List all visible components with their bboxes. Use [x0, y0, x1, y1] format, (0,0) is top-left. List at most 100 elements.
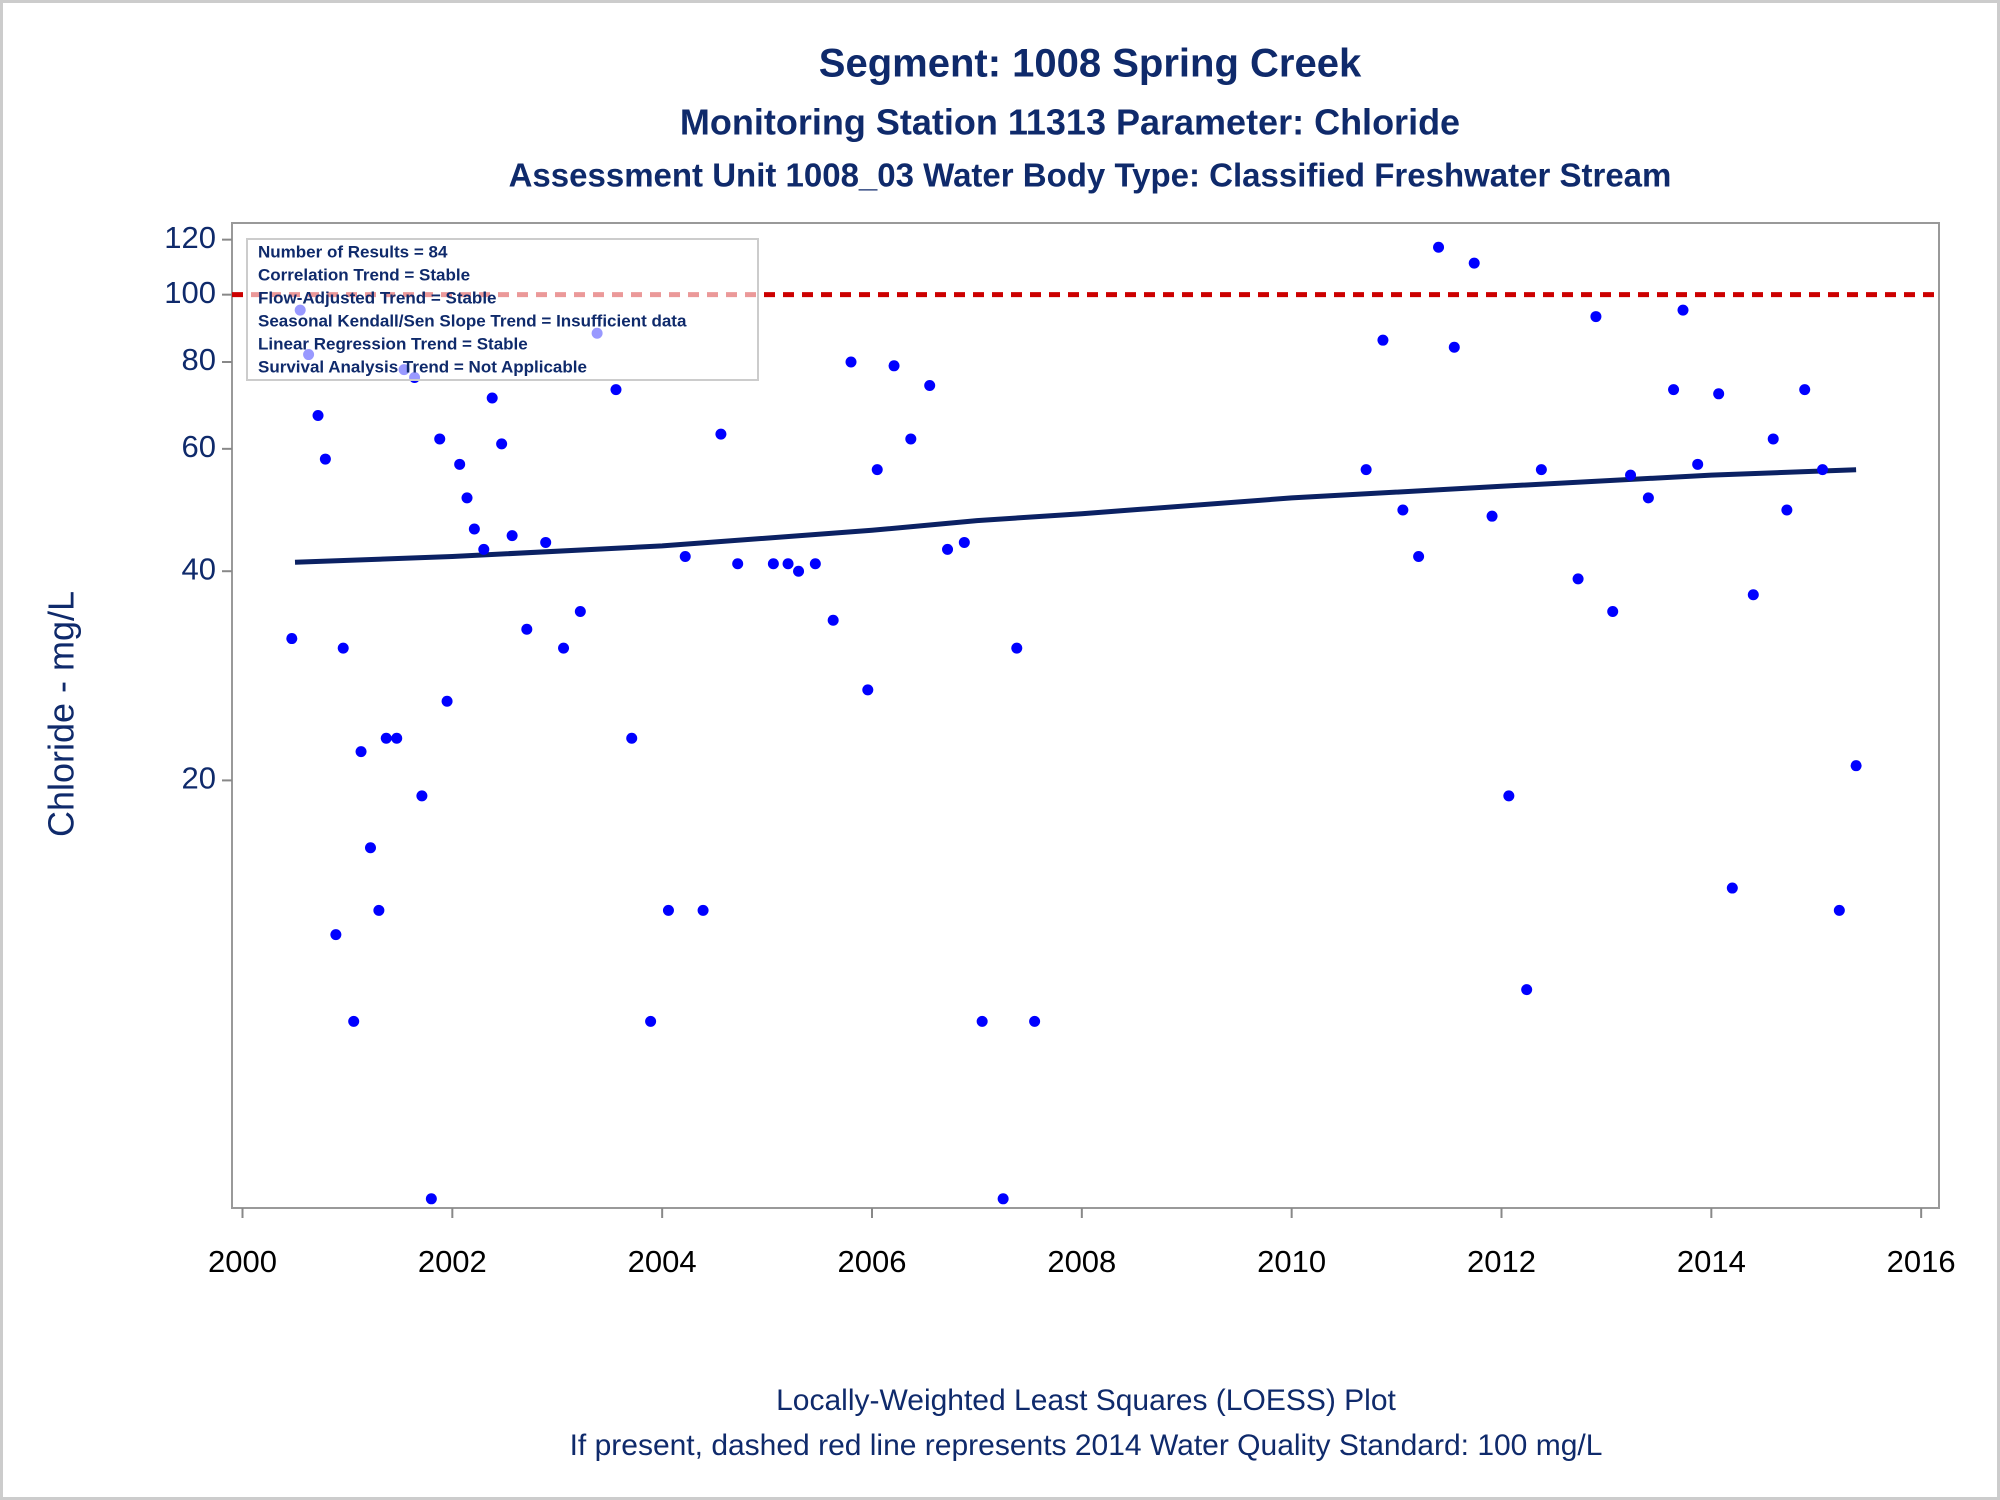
data-point	[862, 684, 874, 696]
stats-text: Seasonal Kendall/Sen Slope Trend = Insuf…	[258, 311, 687, 330]
data-point	[845, 356, 857, 368]
data-point	[540, 536, 552, 548]
data-point	[1668, 384, 1680, 396]
stats-text: Number of Results = 84	[258, 242, 448, 261]
plot-area	[231, 222, 1940, 1209]
data-point	[391, 732, 403, 744]
data-point	[924, 380, 936, 392]
data-point	[286, 633, 298, 645]
data-point	[1767, 433, 1779, 445]
data-point	[1799, 384, 1811, 396]
x-tick-label: 2002	[418, 1244, 487, 1279]
data-point	[1397, 504, 1409, 516]
data-point	[425, 1193, 437, 1205]
data-point	[468, 523, 480, 535]
data-point	[626, 732, 638, 744]
y-tick-label: 100	[164, 275, 216, 310]
data-point	[1486, 510, 1498, 522]
data-point	[434, 433, 446, 445]
data-point	[319, 453, 331, 465]
data-point	[1817, 464, 1829, 476]
chart-subtitle: Monitoring Station 11313 Parameter: Chlo…	[680, 102, 1460, 143]
x-tick-label: 2006	[838, 1244, 907, 1279]
data-point	[496, 438, 508, 450]
data-point	[348, 1015, 360, 1027]
y-tick-label: 40	[182, 551, 216, 586]
data-point	[976, 1015, 988, 1027]
data-point	[1360, 464, 1372, 476]
footnote: If present, dashed red line represents 2…	[570, 1429, 1603, 1462]
x-tick-label: 2014	[1677, 1244, 1746, 1279]
data-point	[1833, 904, 1845, 916]
data-point	[1781, 504, 1793, 516]
stats-text: Correlation Trend = Stable	[258, 265, 470, 284]
data-point	[1413, 550, 1425, 562]
data-point	[454, 458, 466, 470]
data-point	[732, 558, 744, 570]
data-point	[461, 492, 473, 504]
data-point	[380, 732, 392, 744]
x-tick-label: 2012	[1467, 1244, 1536, 1279]
data-point	[364, 842, 376, 854]
data-point	[521, 623, 533, 635]
loess-line	[294, 467, 1857, 565]
stats-text: Survival Analysis Trend = Not Applicable	[258, 357, 587, 376]
y-axis-label: Chloride - mg/L	[41, 591, 82, 837]
data-point	[697, 904, 709, 916]
data-point	[1713, 388, 1725, 400]
data-point	[827, 614, 839, 626]
y-tick-label: 60	[182, 429, 216, 464]
data-point	[871, 464, 883, 476]
data-point	[373, 904, 385, 916]
footnote: Locally-Weighted Least Squares (LOESS) P…	[776, 1384, 1396, 1417]
data-point	[1850, 760, 1862, 772]
data-point	[330, 929, 342, 941]
y-tick-label: 120	[164, 220, 216, 255]
y-tick-label: 20	[182, 761, 216, 796]
data-point	[793, 565, 805, 577]
x-tick-label: 2016	[1887, 1244, 1956, 1279]
data-point	[782, 558, 794, 570]
data-point	[715, 428, 727, 440]
data-point	[1692, 458, 1704, 470]
data-point	[1503, 790, 1515, 802]
data-point	[574, 606, 586, 618]
x-tick-label: 2000	[208, 1244, 277, 1279]
data-point	[767, 558, 779, 570]
data-point	[486, 392, 498, 404]
data-point	[355, 746, 367, 758]
data-point	[905, 433, 917, 445]
data-point	[506, 530, 518, 542]
data-point	[337, 642, 349, 654]
data-point	[958, 536, 970, 548]
chart-title: Segment: 1008 Spring Creek	[819, 42, 1362, 86]
x-tick-label: 2010	[1257, 1244, 1326, 1279]
data-point	[1433, 241, 1445, 253]
y-tick-label: 80	[182, 342, 216, 377]
data-point	[942, 543, 954, 555]
data-point	[1011, 642, 1023, 654]
data-point	[1521, 984, 1533, 996]
data-point	[888, 360, 900, 372]
data-point	[558, 642, 570, 654]
data-point	[1677, 304, 1689, 316]
data-point	[1607, 606, 1619, 618]
stats-box	[246, 238, 759, 381]
x-tick-label: 2004	[628, 1244, 697, 1279]
data-point	[1747, 589, 1759, 601]
data-point	[679, 550, 691, 562]
data-point	[645, 1015, 657, 1027]
data-point	[1625, 469, 1637, 481]
chart-subtitle: Assessment Unit 1008_03 Water Body Type:…	[509, 157, 1672, 194]
data-point	[1642, 492, 1654, 504]
data-point	[441, 695, 453, 707]
data-point	[1029, 1015, 1041, 1027]
data-point	[416, 790, 428, 802]
x-tick-label: 2008	[1047, 1244, 1116, 1279]
data-point	[1535, 464, 1547, 476]
data-point	[1468, 257, 1480, 269]
data-point	[809, 558, 821, 570]
stats-text: Flow-Adjusted Trend = Stable	[258, 288, 497, 307]
